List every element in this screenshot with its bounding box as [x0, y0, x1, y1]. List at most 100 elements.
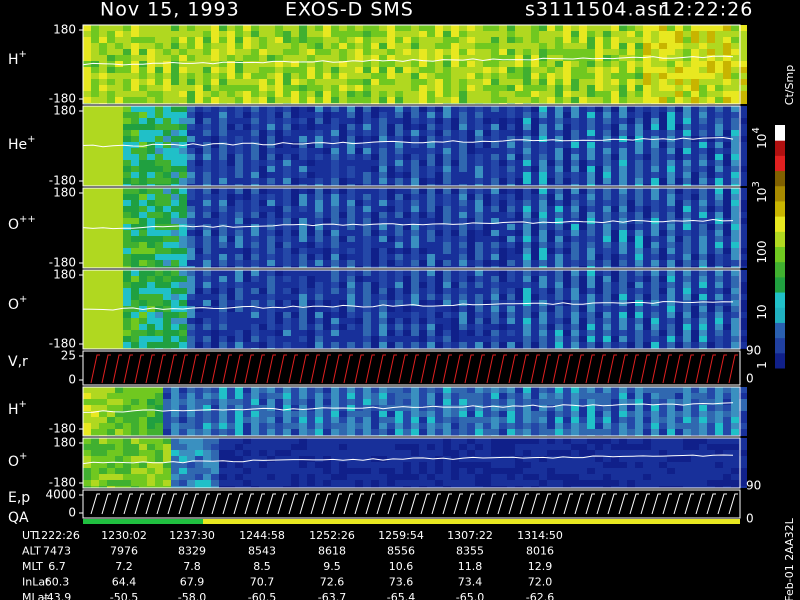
spectrogram-cell — [163, 37, 171, 43]
spectrogram-cell — [339, 429, 347, 435]
spectrogram-cell — [539, 294, 547, 300]
spectrogram-cell — [259, 178, 267, 184]
spectrogram-cell — [371, 282, 379, 288]
spectrogram-cell — [171, 324, 179, 330]
spectrogram-cell — [499, 324, 507, 330]
spectrogram-cell — [443, 31, 451, 37]
spectrogram-cell — [555, 318, 563, 324]
spectrogram-cell — [643, 248, 651, 254]
spectrogram-cell — [611, 160, 619, 166]
spectrogram-cell — [515, 148, 523, 154]
spectrogram-cell — [243, 218, 251, 224]
spectrogram-cell — [403, 330, 411, 336]
spectrogram-cell — [547, 254, 555, 260]
spectrogram-cell — [227, 130, 235, 136]
spectrogram-cell — [435, 212, 443, 218]
spectrogram-cell — [91, 429, 99, 435]
spectrogram-cell — [707, 91, 715, 97]
spectrogram-cell — [99, 172, 107, 178]
spectrogram-cell — [411, 336, 419, 342]
spectrogram-cell — [571, 97, 579, 103]
spectrogram-cell — [691, 142, 699, 148]
spectrogram-cell — [619, 79, 627, 85]
spectrogram-cell — [83, 91, 91, 97]
spectrogram-cell — [163, 55, 171, 61]
spectrogram-cell — [595, 230, 603, 236]
spectrogram-cell — [675, 188, 683, 194]
spectrogram-cell — [611, 242, 619, 248]
panel-label-base: He — [8, 137, 27, 153]
spectrogram-cell — [555, 342, 563, 348]
spectrogram-cell — [107, 43, 115, 49]
spectrogram-cell — [443, 188, 451, 194]
spectrogram-cell — [395, 37, 403, 43]
spectrogram-cell — [523, 136, 531, 142]
spectrogram-cell — [387, 124, 395, 130]
panel-label-base: O — [8, 217, 19, 233]
spectrogram-cell — [147, 399, 155, 405]
spectrogram-cell — [531, 312, 539, 318]
spectrogram-cell — [619, 73, 627, 79]
spectrogram-cell — [115, 85, 123, 91]
spectrogram-cell — [331, 142, 339, 148]
spectrogram-cell — [267, 282, 275, 288]
spectrogram-cell — [451, 55, 459, 61]
spectrogram-cell — [227, 270, 235, 276]
spectrogram-cell — [715, 236, 723, 242]
spectrogram-cell — [427, 260, 435, 266]
spectrogram-cell — [267, 118, 275, 124]
spectrogram-cell — [731, 61, 739, 67]
spectrogram-cell — [179, 172, 187, 178]
spectrogram-cell — [355, 43, 363, 49]
panel-label-sup: + — [19, 49, 27, 60]
spectrogram-cell — [291, 248, 299, 254]
spectrogram-cell — [651, 266, 659, 268]
spectrogram-cell — [667, 324, 675, 330]
spectrogram-cell — [595, 124, 603, 130]
spectrogram-cell — [91, 55, 99, 61]
spectrogram-cell — [603, 124, 611, 130]
spectrogram-cell — [211, 236, 219, 242]
spectrogram-cell — [467, 97, 475, 103]
spectrogram-cell — [699, 73, 707, 79]
spectrogram-cell — [179, 294, 187, 300]
spectrogram-cell — [435, 236, 443, 242]
panel-label-base: H — [8, 52, 19, 68]
spectrogram-cell — [419, 288, 427, 294]
spectrogram-cell — [363, 61, 371, 67]
spectrogram-cell — [659, 282, 667, 288]
spectrogram-cell — [651, 230, 659, 236]
spectrogram-cell — [275, 160, 283, 166]
spectrogram-cell — [419, 142, 427, 148]
spectrogram-cell — [339, 411, 347, 417]
spectrogram-cell — [387, 61, 395, 67]
spectrogram-cell — [707, 118, 715, 124]
spectrogram-cell — [395, 124, 403, 130]
spectrogram-cell — [227, 118, 235, 124]
spectrogram-cell — [675, 160, 683, 166]
spectrogram-cell — [715, 336, 723, 342]
spectrogram-cell — [523, 118, 531, 124]
spectrogram-cell — [219, 417, 227, 423]
spectrogram-cell — [651, 97, 659, 103]
spectrogram-cell — [163, 178, 171, 184]
spectrogram-cell — [427, 294, 435, 300]
spectrogram-cell — [299, 282, 307, 288]
spectrogram-cell — [547, 73, 555, 79]
spectrogram-cell — [371, 61, 379, 67]
spectrogram-cell — [667, 178, 675, 184]
spectrogram-cell — [579, 276, 587, 282]
spectrogram-cell — [307, 218, 315, 224]
spectrogram-cell — [435, 79, 443, 85]
spectrogram-cell — [739, 91, 747, 97]
spectrogram-cell — [259, 224, 267, 230]
spectrogram-cell — [155, 423, 163, 429]
spectrogram-cell — [259, 79, 267, 85]
spectrogram-cell — [643, 148, 651, 154]
spectrogram-cell — [379, 154, 387, 160]
spectrogram-cell — [83, 79, 91, 85]
spectrogram-cell — [227, 124, 235, 130]
spectrogram-cell — [99, 67, 107, 73]
spectrogram-cell — [587, 260, 595, 266]
spectrogram-cell — [563, 188, 571, 194]
